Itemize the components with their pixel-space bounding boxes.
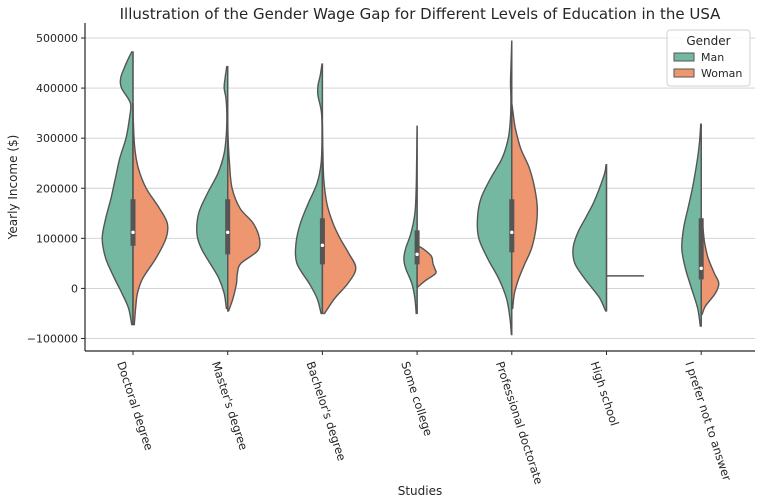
violin-iqr-box — [319, 218, 325, 265]
x-axis-label: Studies — [398, 484, 443, 498]
y-gridlines — [85, 37, 755, 339]
legend-title: Gender — [686, 34, 730, 48]
x-tick-label: I prefer not to answer — [682, 360, 734, 483]
y-tick-label: 0 — [71, 282, 78, 295]
legend-label-woman: Woman — [701, 67, 742, 80]
violin-iqr-box — [130, 199, 136, 246]
violin-iqr-box — [509, 199, 515, 253]
violin-bachelor-s-degree — [294, 63, 357, 315]
violin-median-dot — [510, 230, 514, 235]
violin-median-dot — [415, 252, 419, 257]
violin-median-dot — [320, 243, 325, 248]
x-tick-label: Doctoral degree — [114, 360, 156, 452]
x-tick-label: Master's degree — [209, 360, 251, 452]
violin-master-s-degree — [196, 65, 261, 312]
violin-high-school — [572, 164, 644, 312]
violin-half-woman — [511, 103, 539, 310]
y-tick-label: 500000 — [36, 32, 78, 45]
violin-iqr-box — [225, 199, 231, 255]
axes — [84, 23, 755, 352]
legend-swatch-man — [673, 52, 695, 62]
x-tick-label: High school — [588, 360, 622, 428]
violin-half-woman — [700, 217, 720, 316]
violin-half-man — [294, 63, 324, 315]
x-ticks: Doctoral degree Master's degree Bachelor's… — [114, 351, 734, 486]
y-ticks: −100000 0 100000 200000 300000 400000 500000 — [27, 32, 85, 345]
violin-doctoral-degree — [101, 51, 169, 326]
violin-i-prefer-not-to-answer — [681, 123, 720, 327]
violin-half-woman — [227, 118, 261, 312]
violins — [101, 40, 720, 336]
violin-half-man — [403, 125, 418, 315]
y-axis-label: Yearly Income ($) — [6, 135, 20, 241]
y-tick-label: 400000 — [36, 82, 78, 95]
violin-half-man — [476, 40, 513, 336]
legend-label-man: Man — [701, 51, 724, 64]
legend-swatch-woman — [673, 68, 695, 78]
violin-half-man — [196, 65, 229, 310]
violin-half-man — [681, 123, 702, 327]
violin-half-woman — [416, 245, 437, 288]
violin-half-woman — [321, 123, 357, 315]
violin-professional-doctorate — [476, 40, 539, 336]
violin-some-college — [403, 125, 437, 315]
violin-median-dot — [226, 230, 230, 235]
violin-half-man — [101, 51, 134, 326]
y-tick-label: 100000 — [36, 232, 78, 245]
x-tick-label: Bachelor's degree — [304, 360, 349, 463]
y-tick-label: 200000 — [36, 182, 78, 195]
violin-iqr-box — [414, 230, 420, 265]
violin-median-dot — [131, 230, 135, 235]
chart-title: Illustration of the Gender Wage Gap for … — [120, 5, 722, 23]
x-tick-label: Some college — [398, 360, 435, 438]
y-tick-label: −100000 — [27, 332, 78, 345]
violin-half-woman — [132, 103, 169, 326]
legend: Gender Man Woman — [666, 29, 751, 87]
y-tick-label: 300000 — [36, 132, 78, 145]
x-tick-label: Professional doctorate — [493, 360, 546, 486]
violin-iqr-box — [698, 218, 704, 280]
violin-median-dot — [699, 266, 703, 271]
violin-half-man — [572, 164, 608, 312]
